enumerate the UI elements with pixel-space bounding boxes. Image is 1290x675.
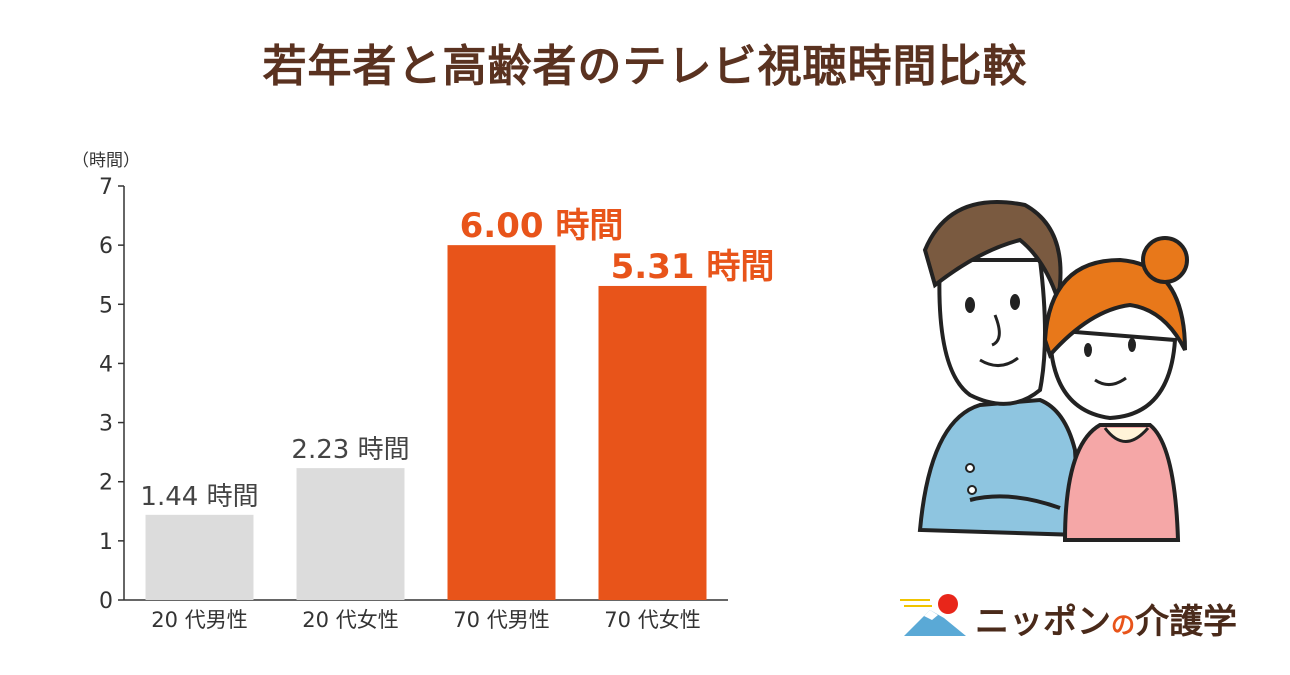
man-face [937, 258, 1047, 406]
x-tick-label: 70 代女性 [604, 608, 700, 632]
man-shirt [917, 397, 1083, 538]
data-label: 2.23 時間 [291, 435, 409, 465]
brand-logo: ニッポンの介護学 [900, 590, 1260, 643]
data-label: 5.31 時間 [611, 247, 775, 287]
x-tick-label: 70 代男性 [453, 608, 549, 632]
y-tick-label: 6 [99, 234, 113, 259]
data-label: 6.00 時間 [460, 206, 624, 246]
x-tick-label: 20 代男性 [151, 608, 247, 632]
woman-face [1047, 327, 1178, 421]
mountain-sun-icon [900, 594, 966, 636]
x-tick-label: 20 代女性 [302, 608, 398, 632]
brand-part3: 介護学 [1135, 602, 1237, 642]
y-tick-label: 5 [99, 293, 113, 318]
y-tick-label: 4 [99, 352, 113, 377]
data-label: 1.44 時間 [140, 482, 258, 512]
y-tick-label: 0 [99, 589, 113, 614]
bar-chart: （時間） 0 1 2 3 4 5 6 7 20 代男性 1.44 時間 20 代女性 2.23 時間 70… [72, 151, 775, 632]
brand-part2: の [1111, 611, 1135, 639]
bar [296, 468, 405, 600]
bar [598, 285, 707, 600]
brand-part1: ニッポン [975, 602, 1111, 642]
brand-name: ニッポンの介護学 [975, 594, 1237, 643]
woman-shirt [1062, 423, 1181, 542]
chart-title: 若年者と高齢者のテレビ視聴時間比較 [262, 41, 1028, 92]
woman-hair-bun [1141, 236, 1189, 284]
y-axis-label: （時間） [72, 151, 140, 171]
y-tick-label: 7 [99, 175, 113, 200]
y-tick-label: 1 [99, 530, 113, 555]
y-tick-label: 2 [99, 471, 113, 496]
bar [145, 514, 254, 600]
bar [447, 245, 556, 600]
couple-illustration [917, 200, 1189, 542]
woman-hair [1042, 257, 1187, 359]
y-tick-label: 3 [99, 412, 113, 437]
